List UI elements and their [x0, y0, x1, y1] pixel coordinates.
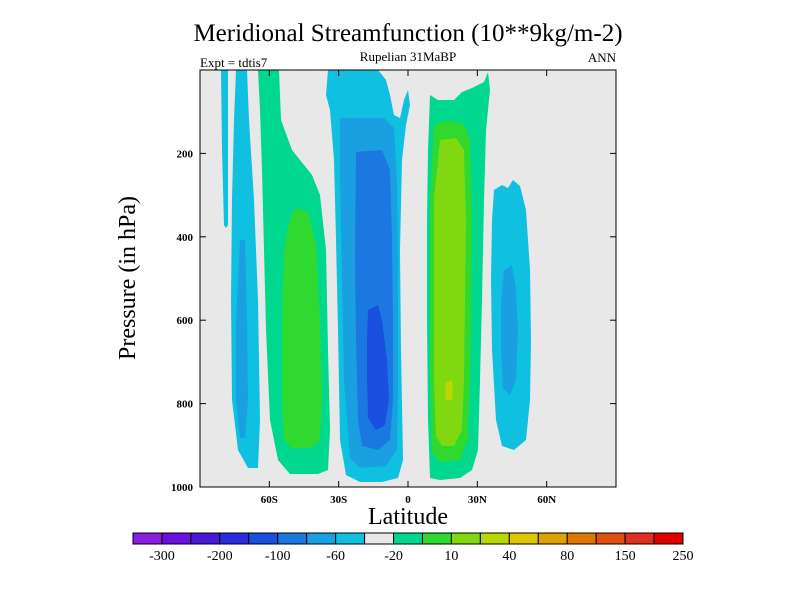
- colorbar-label: 40: [502, 549, 516, 564]
- colorbar-swatch: [190, 532, 221, 545]
- colorbar-swatch: [479, 532, 510, 545]
- x-tick-label: 0: [405, 494, 411, 506]
- y-axis-label: Pressure (in hPa): [115, 196, 141, 360]
- contour-ferrel-core: [282, 208, 322, 448]
- colorbar-label: -100: [265, 549, 291, 564]
- colorbar-swatch: [450, 532, 481, 545]
- colorbar-swatch: [132, 532, 163, 545]
- contour-sh-polar-outer: [221, 70, 228, 228]
- contour-fill-layer: [221, 70, 531, 482]
- y-tick-label: 600: [177, 315, 194, 327]
- colorbar-swatch: [393, 532, 423, 545]
- x-tick-label: 60N: [537, 494, 556, 506]
- y-tick-label: 400: [177, 232, 194, 244]
- colorbar-swatch: [537, 532, 568, 545]
- colorbar-label: -200: [207, 549, 233, 564]
- contour-nh-polar-core: [501, 265, 518, 395]
- colorbar-swatch: [595, 532, 626, 545]
- x-tick-label: 60S: [261, 494, 278, 506]
- y-tick-label: 800: [177, 399, 194, 411]
- colorbar-swatch: [219, 532, 250, 545]
- x-tick-label: 30S: [330, 494, 347, 506]
- x-axis-label: Latitude: [368, 504, 448, 530]
- y-axis-ticks: 200 400 600 800 1000: [171, 148, 616, 494]
- colorbar-swatch: [306, 532, 337, 545]
- season-label: ANN: [588, 50, 617, 65]
- contour-sh-polar-core: [236, 240, 248, 438]
- contour-nh-hadley-core: [434, 138, 466, 446]
- colorbar-label: -60: [326, 549, 345, 564]
- colorbar-swatch: [161, 532, 192, 545]
- chart-title: Meridional Streamfunction (10**9kg/m-2): [193, 20, 622, 47]
- contour-nh-hadley-max: [445, 380, 453, 400]
- colorbar-label: 150: [615, 549, 636, 564]
- colorbar-swatch: [335, 532, 366, 545]
- colorbar-label: 80: [560, 549, 574, 564]
- contour-sh-hadley-core: [367, 305, 389, 430]
- colorbar-label: -300: [149, 549, 175, 564]
- colorbar-swatch: [421, 532, 452, 545]
- colorbar-swatch: [364, 532, 395, 545]
- colorbar-swatch: [277, 532, 308, 545]
- x-tick-label: 30N: [468, 494, 487, 506]
- colorbar-swatch: [653, 532, 684, 545]
- colorbar: -300 -200 -100 -60 -20 10 40 80 150 250: [132, 532, 694, 564]
- experiment-label: Expt = tdtis7: [200, 55, 268, 70]
- colorbar-label: 10: [444, 549, 458, 564]
- x-axis-ticks: 60S 30S 0 30N 60N: [261, 70, 556, 506]
- y-tick-label: 200: [177, 148, 194, 160]
- colorbar-label: 250: [673, 549, 694, 564]
- colorbar-label: -20: [384, 549, 403, 564]
- colorbar-swatch: [566, 532, 597, 545]
- colorbar-swatch: [508, 532, 539, 545]
- y-tick-label: 1000: [171, 482, 194, 494]
- chart-subtitle: Rupelian 31MaBP: [360, 49, 456, 64]
- colorbar-swatch: [624, 532, 655, 545]
- colorbar-swatch: [248, 532, 279, 545]
